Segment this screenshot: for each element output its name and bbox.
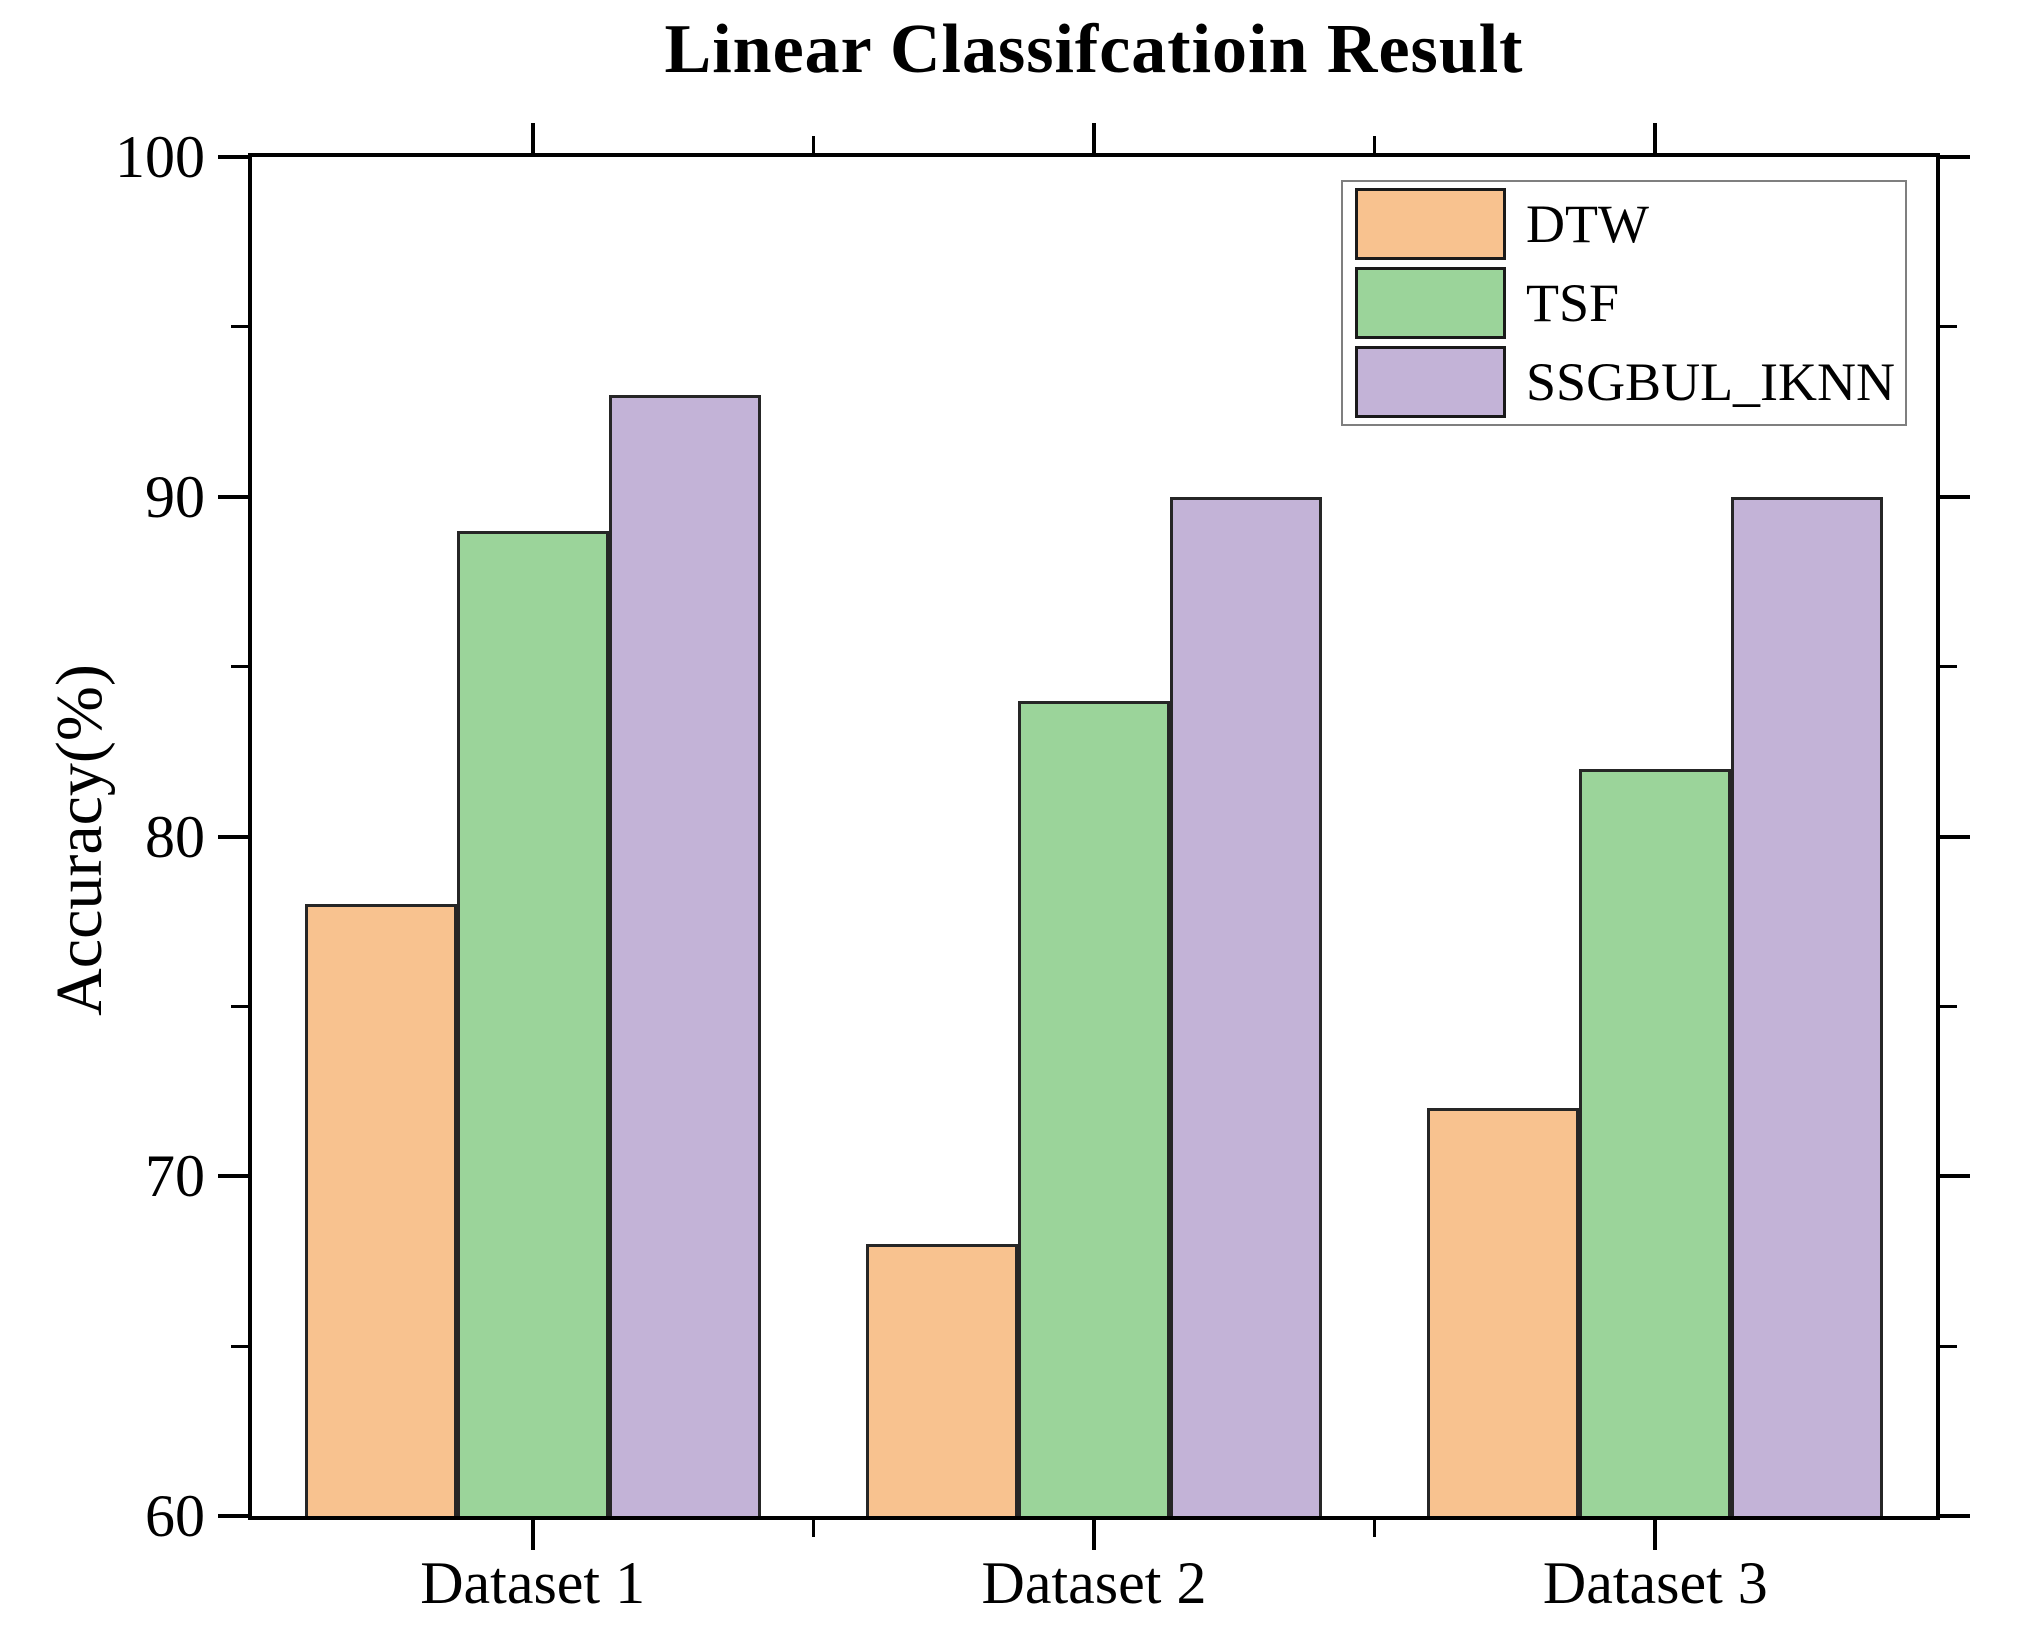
legend: DTW TSF SSGBUL_IKNN (1341, 180, 1907, 426)
legend-item: DTW (1355, 188, 1895, 260)
bar-dtw-2 (866, 1244, 1018, 1516)
y-minor-tick (231, 665, 248, 669)
legend-swatch (1355, 267, 1506, 339)
x-major-tick (530, 123, 535, 153)
y-tick-label: 70 (145, 1143, 205, 1210)
bar-ssgbul_iknn-1 (608, 394, 761, 1516)
legend-item: SSGBUL_IKNN (1355, 346, 1895, 418)
legend-label: TSF (1526, 273, 1620, 333)
legend-label: DTW (1526, 194, 1649, 254)
y-minor-tick (1940, 325, 1957, 329)
bar-tsf-2 (1018, 700, 1170, 1516)
bar-tsf-1 (456, 530, 609, 1516)
x-tick-label: Dataset 2 (981, 1550, 1207, 1616)
legend-swatch (1355, 346, 1506, 418)
y-major-tick (218, 834, 248, 839)
x-minor-tick (1373, 1520, 1377, 1537)
y-tick-label: 80 (145, 803, 205, 870)
y-tick-label: 90 (145, 463, 205, 530)
y-major-tick (1940, 494, 1970, 499)
y-major-tick (218, 155, 248, 159)
legend-label: SSGBUL_IKNN (1526, 352, 1896, 412)
bar-ssgbul_iknn-2 (1170, 496, 1322, 1516)
y-major-tick (1940, 155, 1970, 159)
y-minor-tick (231, 1344, 248, 1348)
x-minor-tick (1373, 136, 1377, 153)
x-major-tick (1092, 1520, 1096, 1550)
legend-item: TSF (1355, 267, 1895, 339)
y-major-tick (1940, 1514, 1970, 1518)
y-minor-tick (231, 325, 248, 329)
x-major-tick (530, 1520, 535, 1550)
y-major-tick (1940, 834, 1970, 839)
x-major-tick (1653, 123, 1658, 153)
bar-dtw-1 (304, 904, 457, 1516)
x-major-tick (1092, 123, 1096, 153)
x-tick-label: Dataset 1 (420, 1550, 646, 1616)
chart-title: Linear Classifcatioin Result (664, 11, 1524, 88)
y-minor-tick (231, 1004, 248, 1008)
y-tick-label: 60 (145, 1483, 205, 1549)
legend-swatch (1355, 188, 1506, 260)
x-tick-label: Dataset 3 (1542, 1550, 1768, 1616)
y-tick-label: 100 (115, 124, 205, 190)
y-minor-tick (1940, 665, 1957, 669)
bar-dtw-3 (1427, 1108, 1580, 1516)
y-minor-tick (1940, 1344, 1957, 1348)
bar-ssgbul_iknn-3 (1731, 496, 1884, 1516)
y-major-tick (1940, 1174, 1970, 1179)
plot-area: DTW TSF SSGBUL_IKNN (218, 123, 1970, 1550)
y-minor-tick (1940, 1004, 1957, 1008)
x-minor-tick (811, 136, 815, 153)
bar-tsf-3 (1579, 768, 1732, 1516)
y-major-tick (218, 1514, 248, 1518)
y-major-tick (218, 494, 248, 499)
y-major-tick (218, 1174, 248, 1179)
x-minor-tick (811, 1520, 815, 1537)
x-major-tick (1653, 1520, 1658, 1550)
